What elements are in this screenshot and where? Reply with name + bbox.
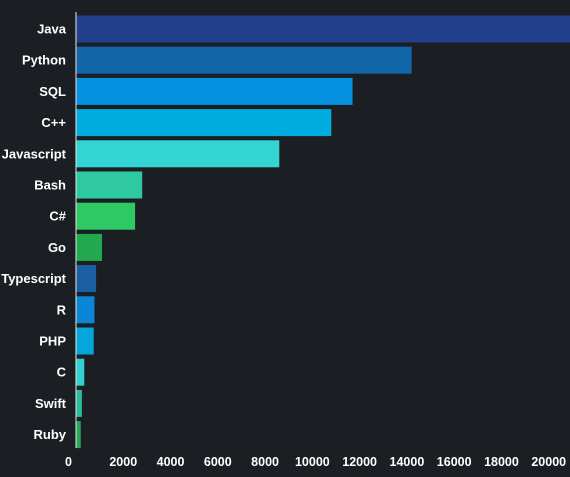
category-label-swift: Swift [35, 396, 67, 411]
bar-cplusplus [76, 109, 332, 137]
bar-typescript [76, 265, 97, 293]
bar-go [76, 233, 102, 261]
category-label-go: Go [48, 240, 66, 255]
bar-sql [76, 77, 353, 105]
bar-javascript [76, 140, 280, 168]
category-label-c: C [57, 365, 67, 380]
bar-ruby [76, 421, 81, 449]
category-label-ruby: Ruby [34, 427, 67, 442]
bar-java [76, 15, 570, 43]
category-label-sql: SQL [39, 84, 66, 99]
bar-php [76, 327, 94, 355]
bar-r [76, 296, 95, 324]
category-label-php: PHP [39, 334, 66, 349]
category-label-csharp: C# [49, 209, 66, 224]
bar-swift [76, 389, 82, 417]
category-labels: Java Python SQL C++ Javascript Bash C# Go Typesc… [1, 22, 67, 443]
x-tick-label: 6000 [204, 455, 232, 469]
x-tick-label: 2000 [109, 455, 137, 469]
x-tick-label: 18000 [484, 455, 519, 469]
category-label-javascript: Javascript [2, 146, 67, 161]
x-tick-label: 4000 [157, 455, 185, 469]
x-tick-label: 12000 [342, 455, 377, 469]
category-label-java: Java [37, 22, 67, 37]
x-axis-ticks: 0 2000 4000 6000 8000 10000 12000 14000 16000 180… [65, 455, 566, 469]
bar-csharp [76, 202, 136, 230]
x-tick-label: 10000 [295, 455, 330, 469]
bar-bash [76, 171, 143, 199]
bars-layer [76, 15, 570, 449]
category-label-python: Python [22, 53, 66, 68]
category-label-typescript: Typescript [1, 271, 66, 286]
x-tick-label: 16000 [437, 455, 472, 469]
x-tick-label: 20000 [531, 455, 566, 469]
category-label-r: R [57, 302, 67, 317]
x-tick-label: 8000 [251, 455, 279, 469]
bar-c [76, 358, 85, 386]
bar-python [76, 46, 412, 74]
category-label-cplusplus: C++ [41, 115, 66, 130]
x-tick-label: 0 [65, 455, 72, 469]
category-label-bash: Bash [34, 178, 66, 193]
x-tick-label: 14000 [390, 455, 425, 469]
